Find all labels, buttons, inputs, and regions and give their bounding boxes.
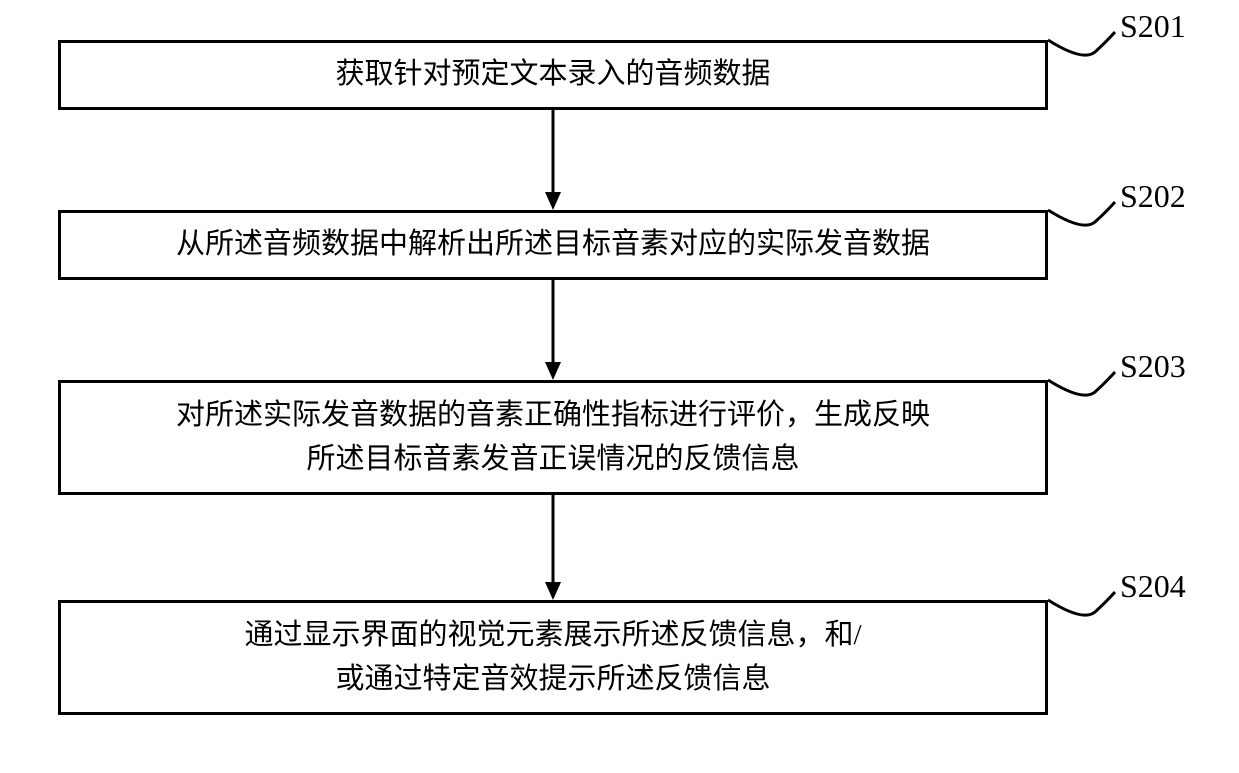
- flow-step-4-text: 通过显示界面的视觉元素展示所述反馈信息，和/ 或通过特定音效提示所述反馈信息: [244, 614, 861, 701]
- step-3-connector: [1048, 362, 1128, 412]
- flow-step-1: 获取针对预定文本录入的音频数据: [58, 40, 1048, 110]
- arrow-3-4: [543, 495, 563, 600]
- arrow-2-3: [543, 280, 563, 380]
- step-1-label: S201: [1120, 8, 1186, 45]
- step-2-connector: [1048, 192, 1128, 242]
- flow-step-4: 通过显示界面的视觉元素展示所述反馈信息，和/ 或通过特定音效提示所述反馈信息: [58, 600, 1048, 715]
- step-4-connector: [1048, 582, 1128, 632]
- step-2-label: S202: [1120, 178, 1186, 215]
- flow-step-2: 从所述音频数据中解析出所述目标音素对应的实际发音数据: [58, 210, 1048, 280]
- flow-step-4-line1: 通过显示界面的视觉元素展示所述反馈信息，和/: [244, 619, 861, 651]
- flow-step-4-line2: 或通过特定音效提示所述反馈信息: [335, 663, 770, 695]
- flow-step-1-text: 获取针对预定文本录入的音频数据: [335, 53, 770, 97]
- step-3-label: S203: [1120, 348, 1186, 385]
- arrow-1-2: [543, 110, 563, 210]
- flow-step-2-text: 从所述音频数据中解析出所述目标音素对应的实际发音数据: [176, 223, 930, 267]
- flow-step-3: 对所述实际发音数据的音素正确性指标进行评价，生成反映 所述目标音素发音正误情况的…: [58, 380, 1048, 495]
- flow-step-3-text: 对所述实际发音数据的音素正确性指标进行评价，生成反映 所述目标音素发音正误情况的…: [176, 394, 930, 481]
- flowchart-container: 获取针对预定文本录入的音频数据 S201 从所述音频数据中解析出所述目标音素对应…: [0, 0, 1239, 773]
- step-4-label: S204: [1120, 568, 1186, 605]
- flow-step-3-line2: 所述目标音素发音正误情况的反馈信息: [306, 443, 799, 475]
- step-1-connector: [1048, 22, 1128, 72]
- flow-step-3-line1: 对所述实际发音数据的音素正确性指标进行评价，生成反映: [176, 399, 930, 431]
